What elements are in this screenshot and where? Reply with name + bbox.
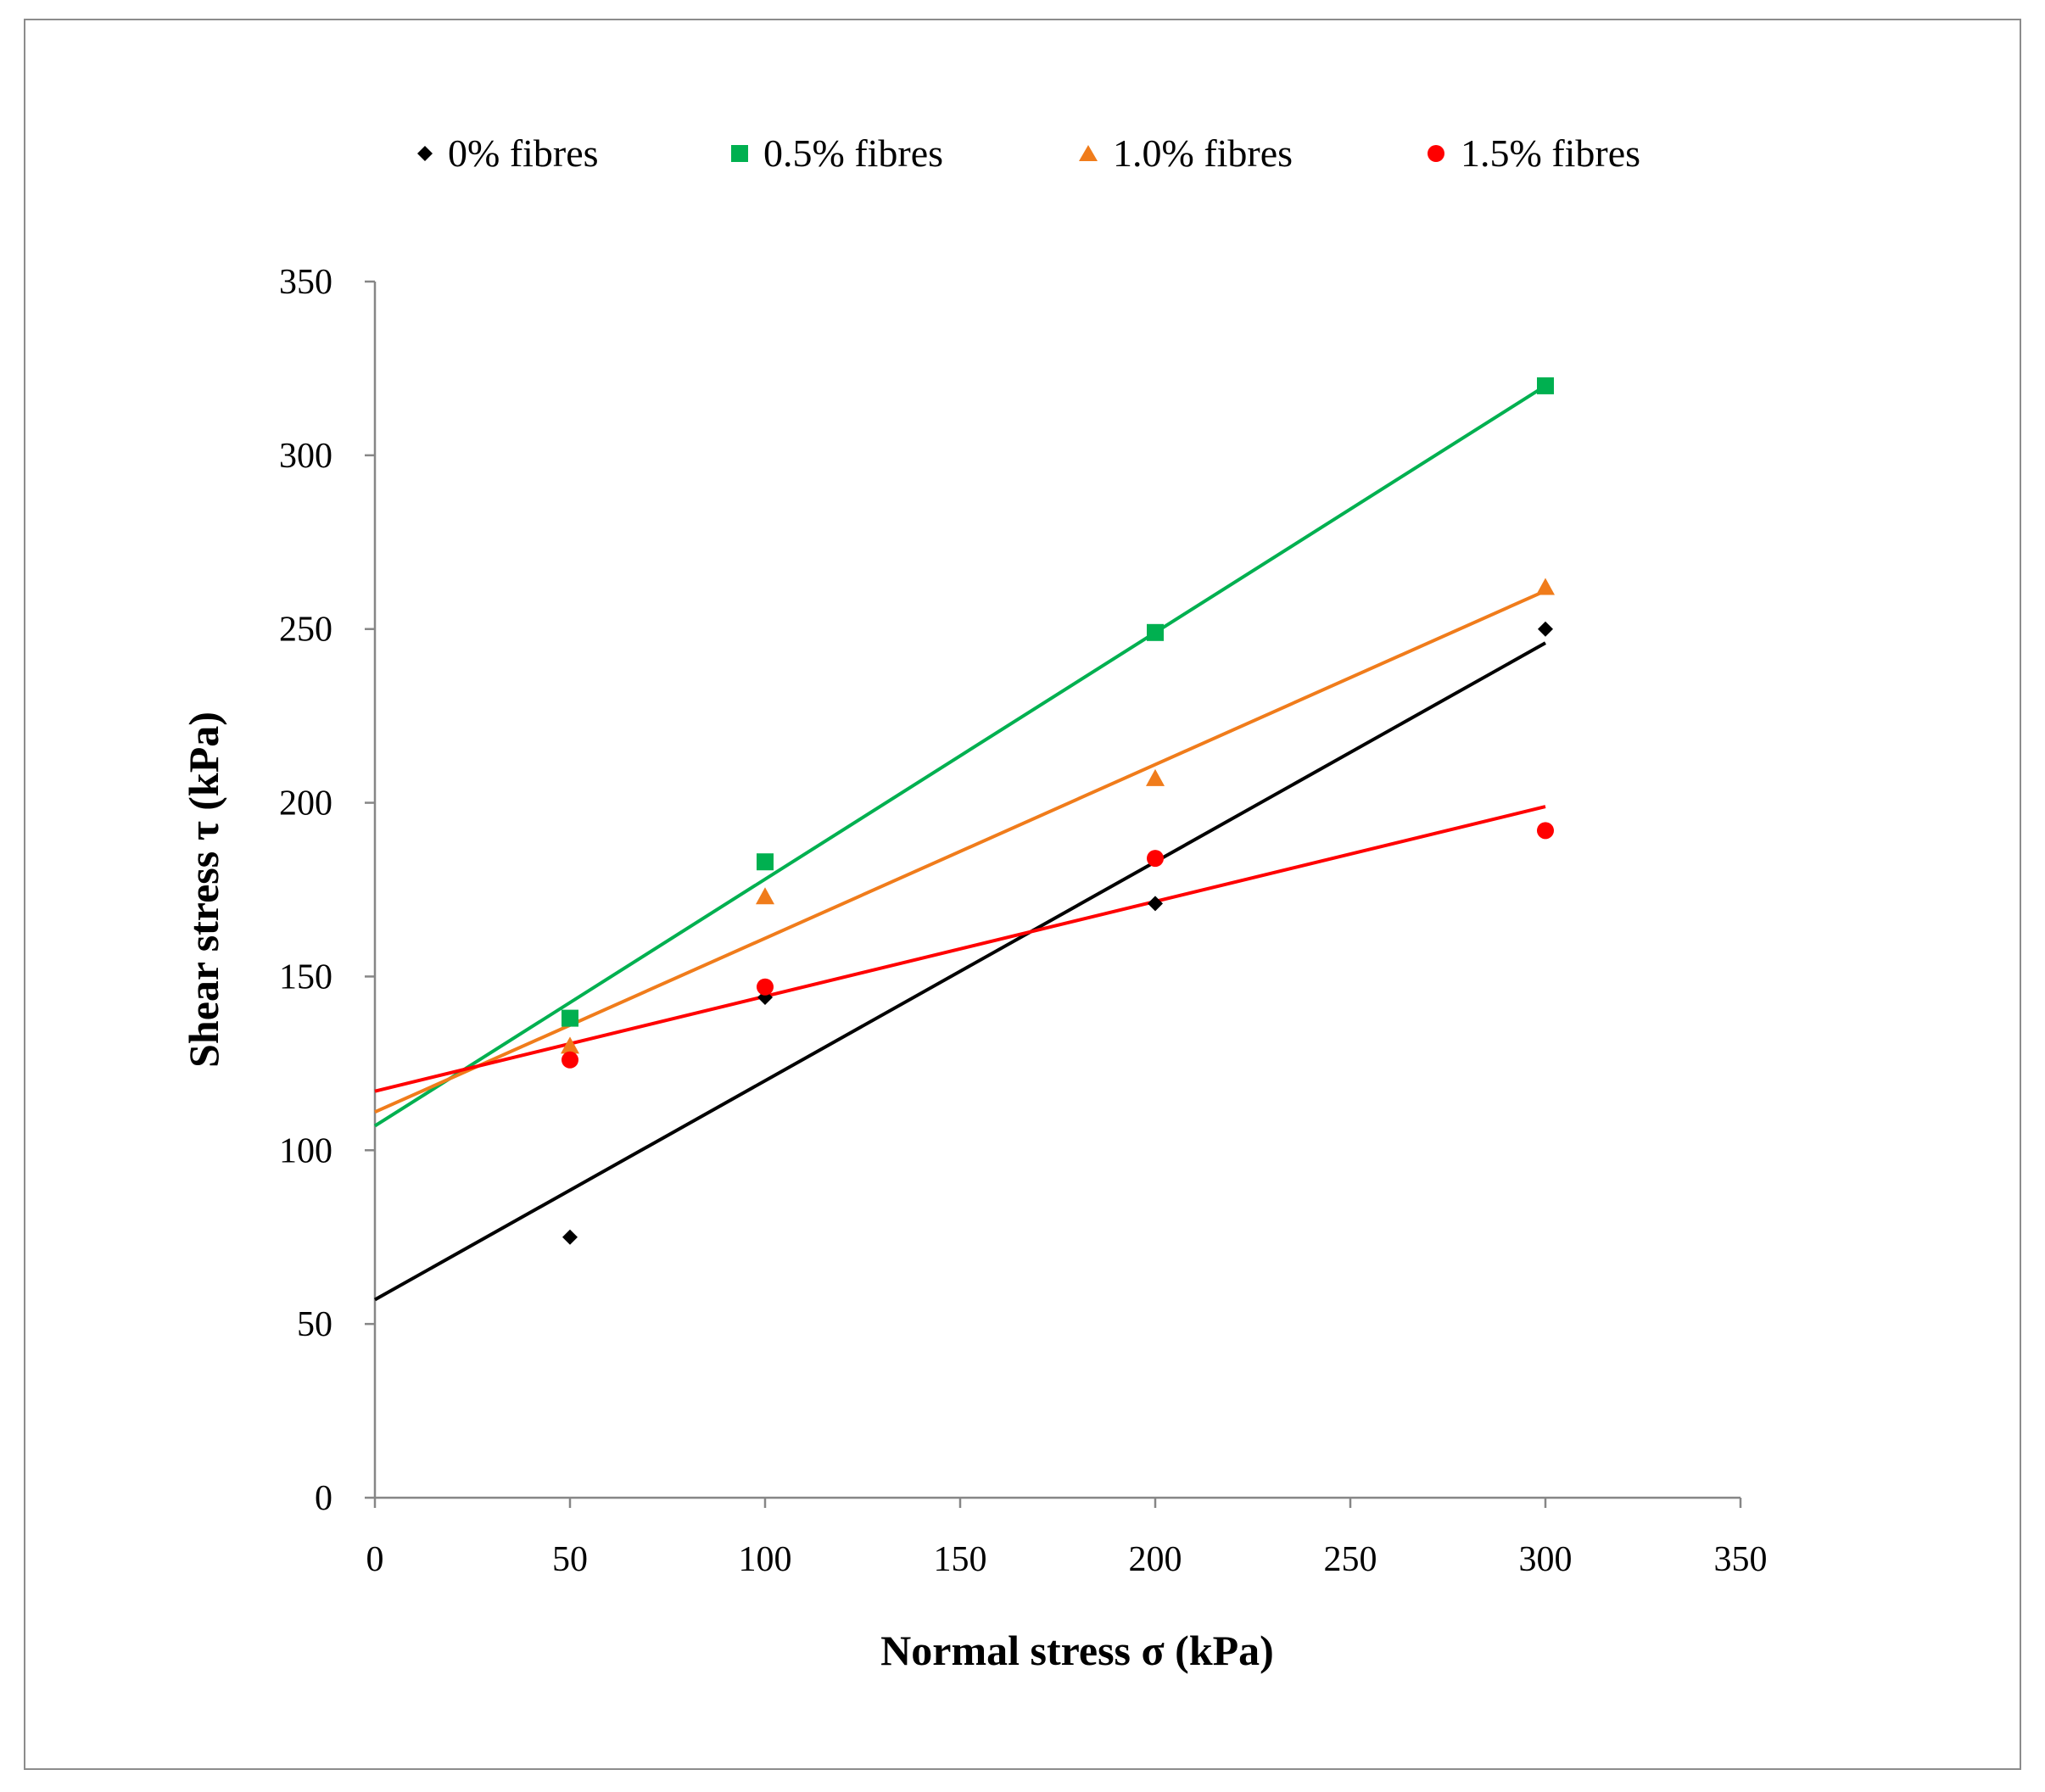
x-tick-label: 50 [552,1540,588,1579]
trend-line-1 [373,384,1547,1128]
x-ticks: 0 50 100 150 200 250 300 350 [366,1498,1768,1579]
y-axis-title: Shear stress τ (kPa) [180,712,227,1068]
legend-label-1: 0.5% fibres [763,131,943,175]
x-tick-label: 350 [1714,1540,1768,1579]
x-tick-label: 100 [739,1540,792,1579]
trend-lines [373,384,1547,1302]
y-tick-label: 150 [279,957,332,996]
x-tick-label: 250 [1324,1540,1377,1579]
point-1-2 [1147,623,1164,641]
x-tick-label: 150 [934,1540,987,1579]
y-tick-label: 350 [279,263,332,302]
legend-marker-3 [1428,145,1444,162]
legend-item-1: 0.5% fibres [731,131,943,175]
legend-marker-1 [731,145,748,162]
point-1-3 [1537,377,1554,394]
legend-label-2: 1.0% fibres [1113,131,1293,175]
y-ticks: 0 50 100 150 200 250 300 350 [279,263,375,1518]
legend-label-3: 1.5% fibres [1461,131,1640,175]
legend-marker-2 [1079,145,1098,161]
legend-item-0: 0% fibres [417,131,599,175]
trend-line-2 [374,589,1546,1114]
legend: 0% fibres 0.5% fibres 1.0% fibres 1.5% f… [417,131,1640,175]
point-2-0 [561,1036,579,1054]
point-3-0 [562,1051,578,1069]
point-3-2 [1147,850,1164,868]
point-1-0 [562,1009,578,1027]
point-0-3 [1538,621,1553,637]
axes [373,282,1740,1499]
legend-item-2: 1.0% fibres [1079,131,1293,175]
legend-item-3: 1.5% fibres [1428,131,1640,175]
point-2-2 [1146,768,1165,786]
point-3-3 [1537,822,1554,840]
y-tick-label: 250 [279,611,332,650]
y-tick-label: 50 [297,1305,332,1344]
trend-line-0 [374,641,1546,1302]
point-3-1 [757,978,774,996]
x-axis-title: Normal stress σ (kPa) [880,1627,1274,1674]
y-tick-label: 0 [315,1479,332,1518]
legend-label-0: 0% fibres [448,131,599,175]
point-2-3 [1536,578,1555,595]
chart-frame [24,19,2021,1770]
point-0-2 [1148,896,1163,912]
y-tick-label: 200 [279,784,332,823]
point-1-1 [757,853,774,871]
y-tick-label: 100 [279,1131,332,1170]
point-2-1 [756,887,774,905]
trend-line-3 [374,805,1546,1093]
x-tick-label: 0 [366,1540,384,1579]
x-tick-label: 300 [1519,1540,1573,1579]
x-tick-label: 200 [1129,1540,1182,1579]
y-tick-label: 300 [279,437,332,476]
legend-marker-0 [417,146,433,161]
point-0-0 [562,1229,578,1245]
data-points [561,377,1555,1245]
